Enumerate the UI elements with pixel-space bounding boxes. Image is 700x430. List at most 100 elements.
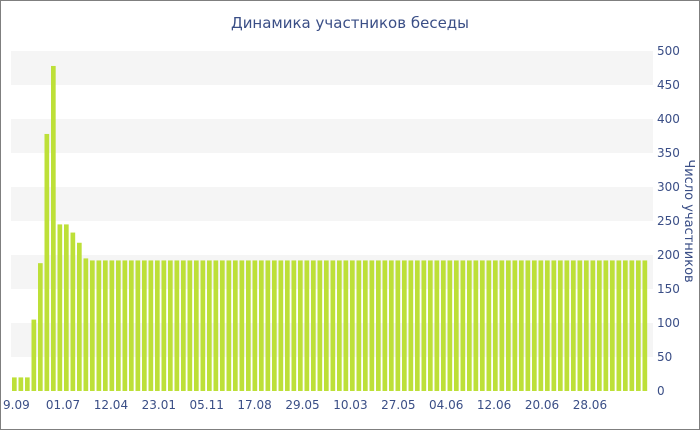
- bar: [259, 260, 264, 391]
- bar: [51, 65, 56, 392]
- x-tick-label: 10.03: [333, 398, 367, 412]
- bar: [83, 258, 89, 391]
- grid-band: [11, 119, 653, 153]
- bar: [545, 260, 550, 391]
- bar: [408, 260, 414, 391]
- bar: [642, 260, 648, 391]
- bar: [116, 260, 121, 391]
- bar: [584, 260, 589, 391]
- bar: [103, 260, 108, 391]
- x-tick-label: 04.06: [429, 398, 463, 412]
- y-tick-label: 50: [657, 350, 672, 364]
- bar: [129, 260, 134, 391]
- bar: [564, 260, 570, 391]
- bar: [18, 377, 24, 391]
- bar: [213, 260, 219, 391]
- bar: [304, 260, 310, 391]
- bar: [207, 260, 212, 391]
- bar: [473, 260, 479, 391]
- bar: [571, 260, 576, 391]
- bar: [558, 260, 563, 391]
- bar: [493, 260, 498, 391]
- bar: [460, 260, 466, 391]
- bar: [291, 260, 297, 391]
- bar: [538, 260, 544, 391]
- bar: [603, 260, 609, 391]
- bar: [467, 260, 472, 391]
- bar: [610, 260, 615, 391]
- bar: [376, 260, 381, 391]
- grid-band: [11, 187, 653, 221]
- bar: [499, 260, 505, 391]
- bar: [389, 260, 394, 391]
- bar: [486, 260, 492, 391]
- y-tick-label: 200: [657, 248, 680, 262]
- bar: [532, 260, 537, 391]
- bar: [512, 260, 518, 391]
- bar: [317, 260, 323, 391]
- y-tick-label: 0: [657, 384, 665, 398]
- bar: [369, 260, 375, 391]
- bar: [64, 224, 69, 391]
- bar: [155, 260, 160, 391]
- bar: [616, 260, 622, 391]
- x-tick-label: 23.01: [142, 398, 176, 412]
- bar: [194, 260, 199, 391]
- bar: [382, 260, 388, 391]
- bar: [135, 260, 141, 391]
- bar: [278, 260, 284, 391]
- y-tick-label: 250: [657, 214, 680, 228]
- bar: [434, 260, 440, 391]
- bar: [246, 260, 251, 391]
- x-tick-label: 01.07: [46, 398, 80, 412]
- bar: [161, 260, 167, 391]
- y-tick-label: 300: [657, 180, 680, 194]
- bar: [142, 260, 147, 391]
- bar: [31, 319, 37, 391]
- bar: [519, 260, 524, 391]
- bar: [623, 260, 628, 391]
- bar: [70, 232, 76, 391]
- bar: [480, 260, 485, 391]
- chart-title: Динамика участников беседы: [230, 14, 470, 32]
- bar: [109, 260, 115, 391]
- bar: [233, 260, 238, 391]
- bar: [44, 133, 50, 391]
- bar: [12, 377, 17, 391]
- x-tick-label: 05.11: [190, 398, 224, 412]
- x-tick-label: 17.08: [237, 398, 271, 412]
- bar: [187, 260, 193, 391]
- bar: [239, 260, 245, 391]
- bar: [57, 224, 63, 391]
- bar: [428, 260, 433, 391]
- bar: [356, 260, 362, 391]
- y-tick-label: 450: [657, 78, 680, 92]
- bar: [395, 260, 401, 391]
- bar: [181, 260, 186, 391]
- bar: [525, 260, 531, 391]
- bar: [96, 260, 102, 391]
- bar: [285, 260, 290, 391]
- bar: [551, 260, 557, 391]
- x-axis-ticks: 9.09 01.07 12.04 23.01 05.11 17.08 29.05 10.03 2…: [3, 398, 607, 412]
- x-tick-label: 29.05: [285, 398, 319, 412]
- bar: [506, 260, 511, 391]
- bar: [148, 260, 154, 391]
- bar: [629, 260, 635, 391]
- y-tick-label: 150: [657, 282, 680, 296]
- bar: [90, 260, 95, 391]
- bar: [272, 260, 277, 391]
- bar: [441, 260, 446, 391]
- x-tick-label: 20.06: [525, 398, 559, 412]
- bar: [590, 260, 596, 391]
- bar: [454, 260, 459, 391]
- bar: [402, 260, 407, 391]
- bars: [12, 65, 648, 392]
- x-tick-label: 27.05: [381, 398, 415, 412]
- x-tick-label: 28.06: [573, 398, 607, 412]
- bar: [77, 242, 82, 391]
- y-axis-label: Число участников: [681, 159, 696, 282]
- bar: [447, 260, 453, 391]
- x-tick-label: 9.09: [3, 398, 30, 412]
